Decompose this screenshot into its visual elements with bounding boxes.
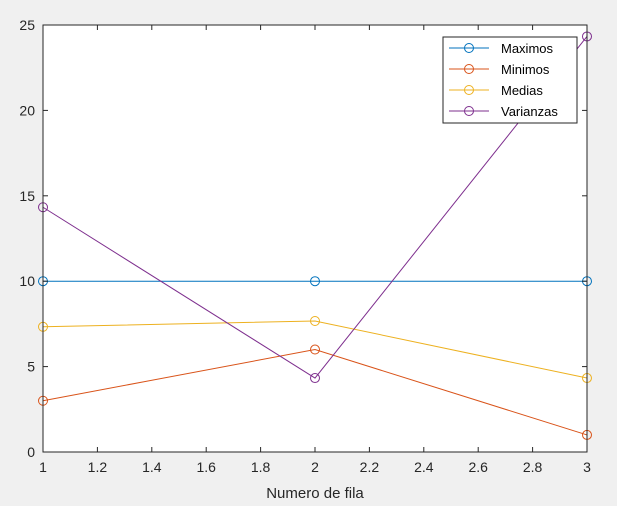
x-tick-label: 1 <box>39 459 47 475</box>
legend-label-minimos: Minimos <box>501 62 550 77</box>
x-tick-label: 2.8 <box>523 459 543 475</box>
y-tick-label: 0 <box>27 444 35 460</box>
legend: Maximos Minimos Medias Varianzas <box>442 36 578 124</box>
legend-label-maximos: Maximos <box>501 41 554 56</box>
legend-marker-maximos <box>464 43 474 53</box>
series-line-minimos <box>42 349 588 436</box>
x-tick-label: 2 <box>311 459 319 475</box>
y-tick-label: 10 <box>19 273 35 289</box>
legend-label-medias: Medias <box>501 83 543 98</box>
y-tick-label: 25 <box>19 17 35 33</box>
series-line-varianzas <box>42 36 588 379</box>
x-axis-label: Numero de fila <box>266 485 364 502</box>
data-point-medias <box>310 315 320 326</box>
legend-marker-minimos <box>464 64 474 74</box>
x-tick-label: 3 <box>583 459 591 475</box>
x-tick-label: 1.6 <box>196 459 216 475</box>
legend-label-varianzas: Varianzas <box>501 104 558 119</box>
legend-marker-medias <box>464 85 474 95</box>
x-tick-label: 1.2 <box>88 459 108 475</box>
x-tick-label: 2.4 <box>414 459 434 475</box>
data-point-maximos <box>310 276 320 287</box>
y-tick-label: 20 <box>19 102 35 118</box>
legend-marker-varianzas <box>464 106 474 116</box>
x-tick-label: 1.8 <box>251 459 271 475</box>
x-tick-label: 2.2 <box>360 459 380 475</box>
y-tick-label: 5 <box>27 359 35 375</box>
data-point-minimos <box>310 344 320 355</box>
x-tick-label: 1.4 <box>142 459 162 475</box>
x-tick-label: 2.6 <box>468 459 488 475</box>
data-point-varianzas <box>310 373 320 384</box>
ticks-layer: 1 1.2 1.4 1.6 1.8 2 2.2 2.4 2.6 2.8 3 0 5 10 15 20 25 <box>19 17 591 475</box>
series-line-medias <box>42 320 588 379</box>
y-tick-label: 15 <box>19 188 35 204</box>
